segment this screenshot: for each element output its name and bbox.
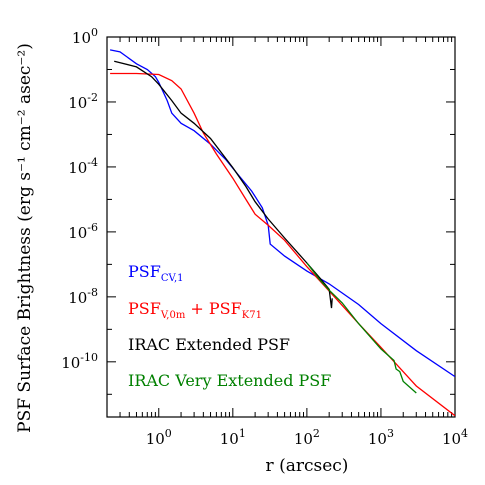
plot-frame [106,36,456,418]
y-tick-label: 100 [72,26,98,47]
legend-item-3: IRAC Extended PSF [128,335,290,354]
x-tick-label: 100 [146,427,172,448]
y-axis-title: PSF Surface Brightness (erg s⁻¹ cm⁻² ase… [15,43,35,433]
plot-area: 100 101 102 103 104 10-10 10-8 10-6 10-4 10-2 100 P… [61,26,468,448]
y-tick-label: 10-10 [61,351,98,372]
x-tick-label: 102 [294,427,320,448]
y-tick-label: 10-4 [68,156,98,177]
y-tick-label: 10-8 [68,286,98,307]
series-line-3 [114,60,333,309]
x-tick-label: 104 [442,427,468,448]
y-tick-label: 10-6 [68,221,98,242]
legend-item-1: PSFCV,1 [128,262,184,284]
x-tick-label: 101 [220,427,246,448]
series-line-4 [306,262,417,394]
series-line-2 [110,72,455,417]
x-axis-title: r (arcsec) [266,456,349,476]
y-tick-label: 10-2 [68,91,98,112]
legend-item-2: PSFV,0m + PSFK71 [128,299,262,321]
series-line-1 [109,49,455,378]
legend-item-4: IRAC Very Extended PSF [128,371,331,390]
x-tick-label: 103 [368,427,394,448]
